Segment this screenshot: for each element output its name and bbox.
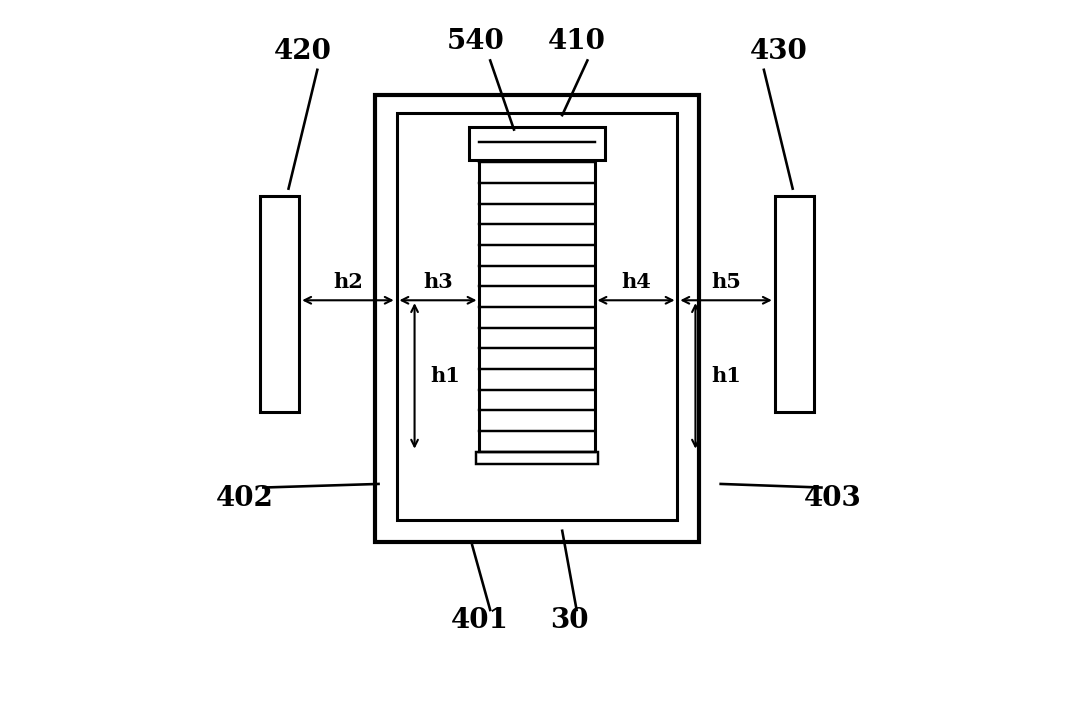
Text: h1: h1 (431, 366, 461, 386)
Bar (396, 113, 678, 520)
Bar (260, 196, 300, 412)
Text: 420: 420 (274, 38, 332, 65)
Text: 410: 410 (548, 27, 606, 54)
Text: 430: 430 (750, 38, 808, 65)
Bar (476, 452, 598, 464)
Text: h1: h1 (711, 366, 741, 386)
Text: h3: h3 (423, 273, 453, 292)
Text: 401: 401 (450, 607, 508, 634)
Text: h5: h5 (711, 273, 741, 292)
Bar (774, 196, 814, 412)
Bar (468, 127, 606, 160)
Bar (479, 142, 595, 452)
Text: h2: h2 (333, 273, 363, 292)
Bar (375, 95, 699, 542)
Text: 402: 402 (216, 485, 274, 512)
Text: 403: 403 (803, 485, 861, 512)
Text: h4: h4 (621, 273, 651, 292)
Text: 30: 30 (550, 607, 589, 634)
Text: 540: 540 (447, 27, 505, 54)
